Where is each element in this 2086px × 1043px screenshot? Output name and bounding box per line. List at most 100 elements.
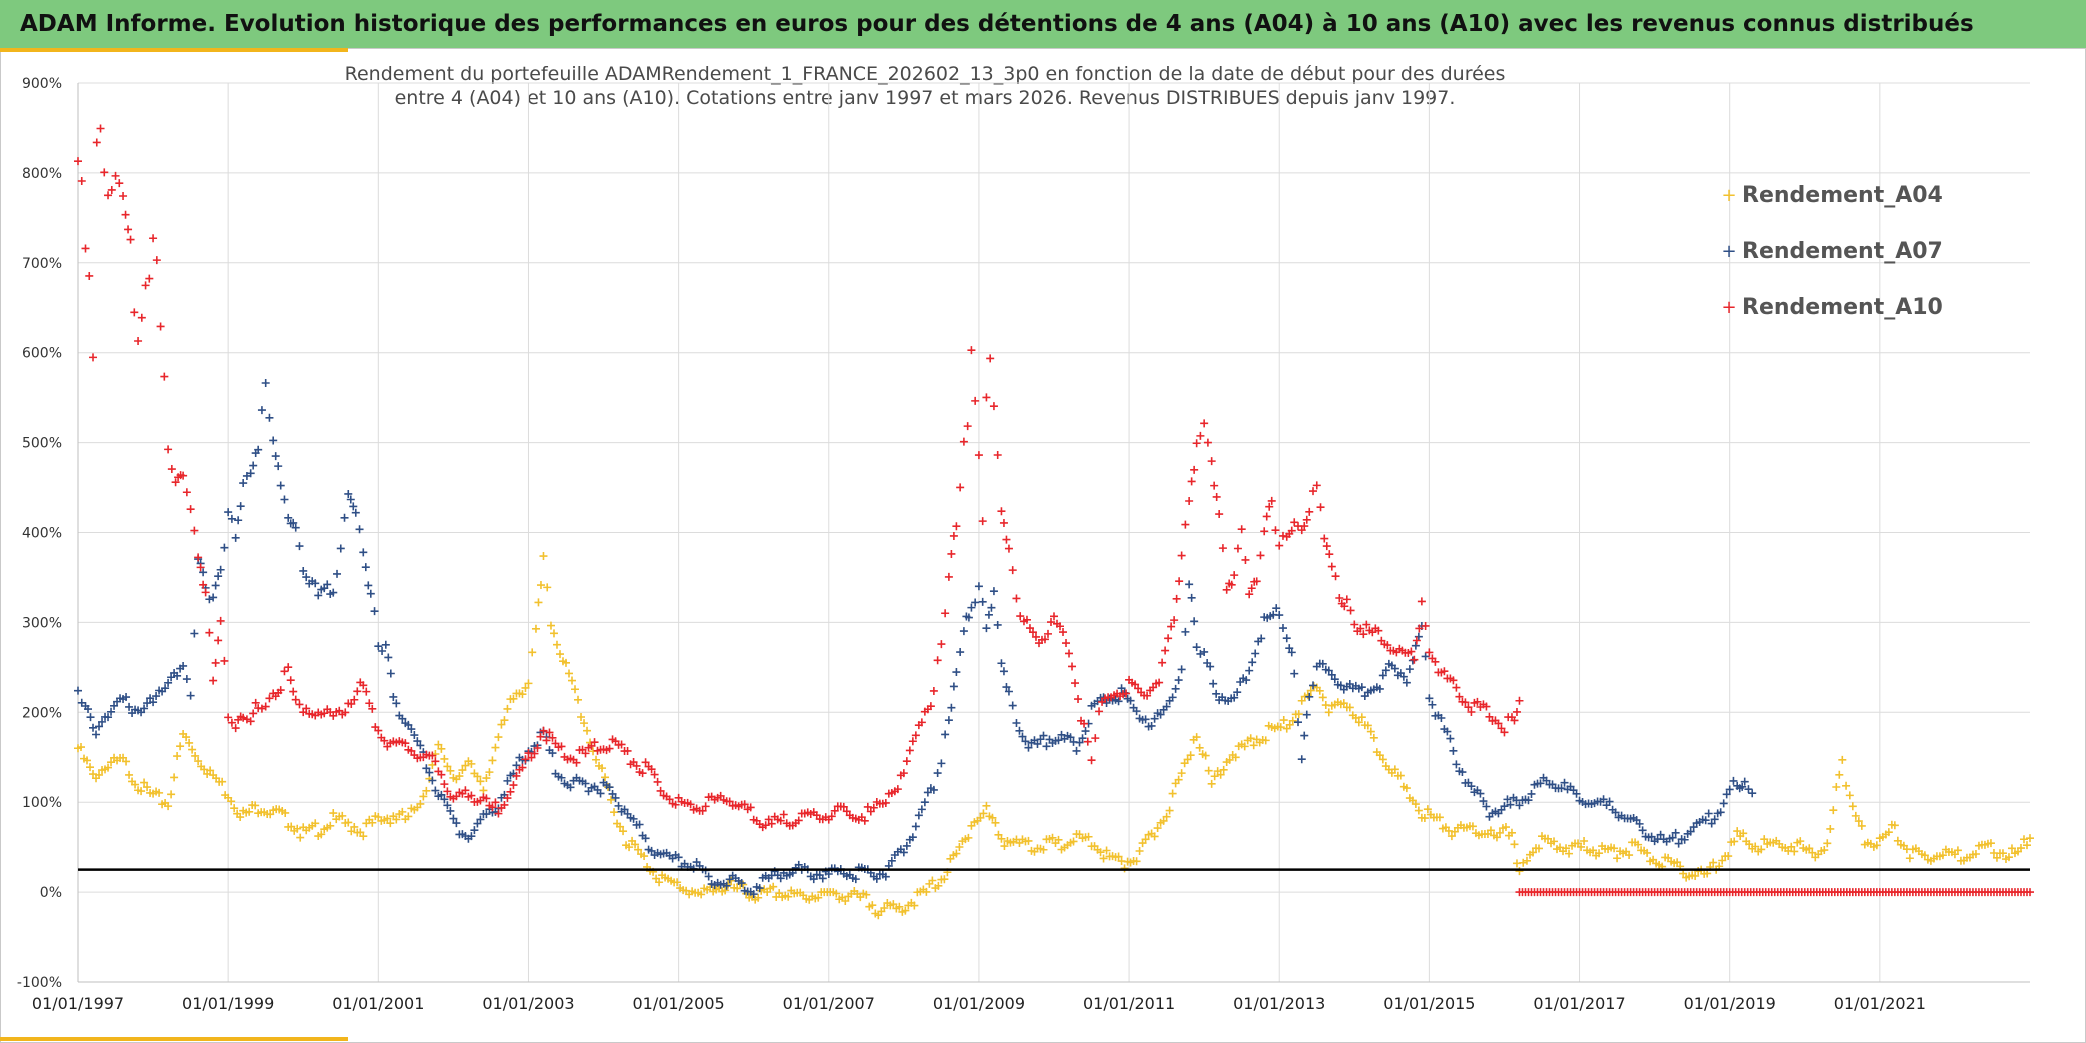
data-point — [1992, 853, 2001, 862]
data-point — [1247, 584, 1256, 593]
data-point — [941, 730, 950, 739]
data-point — [671, 800, 680, 809]
data-point — [784, 892, 793, 901]
data-point — [598, 764, 607, 773]
data-point — [364, 581, 373, 590]
data-point — [650, 770, 659, 779]
data-point — [74, 157, 82, 166]
data-point — [1461, 698, 1470, 707]
data-point — [179, 661, 188, 670]
data-point — [1739, 829, 1748, 838]
y-tick-label: 700% — [22, 256, 62, 272]
data-point — [249, 709, 258, 718]
data-point — [625, 843, 634, 852]
data-point — [220, 656, 229, 665]
data-point — [1322, 542, 1331, 551]
data-point — [530, 749, 539, 758]
data-point — [482, 810, 491, 819]
data-point — [1153, 824, 1162, 833]
data-point — [1613, 854, 1622, 863]
data-point — [1560, 778, 1569, 787]
data-point — [289, 687, 298, 696]
data-point — [1500, 802, 1509, 811]
data-point — [1095, 707, 1104, 716]
data-point — [881, 798, 890, 807]
data-point — [353, 687, 362, 696]
data-point — [1186, 751, 1195, 760]
data-point — [143, 783, 152, 792]
legend-label-a04: Rendement_A04 — [1742, 182, 1943, 208]
data-point — [431, 757, 440, 766]
x-tick-label: 01/01/2017 — [1533, 994, 1625, 1013]
data-point — [1686, 827, 1695, 836]
data-point — [1271, 526, 1280, 535]
data-point — [100, 168, 109, 177]
data-point — [124, 225, 133, 234]
data-point — [610, 808, 619, 817]
legend-item-a07: + Rendement_A07 — [1716, 236, 1942, 266]
accent-bar-bottom — [0, 1037, 348, 1041]
data-point — [211, 658, 220, 667]
data-point — [506, 787, 515, 796]
data-point — [1647, 832, 1656, 841]
data-point — [1177, 551, 1186, 560]
data-point — [956, 483, 965, 492]
data-point — [601, 773, 610, 782]
series-layer — [74, 124, 2034, 920]
y-tick-label: 100% — [22, 795, 62, 811]
data-point — [899, 769, 908, 778]
data-point — [964, 613, 973, 622]
data-point — [152, 256, 161, 265]
data-point — [1302, 710, 1311, 719]
data-point — [1848, 802, 1857, 811]
data-point — [839, 802, 848, 811]
data-point — [355, 525, 364, 534]
data-point — [1135, 847, 1144, 856]
data-point — [899, 848, 908, 857]
x-tick-label: 01/01/2015 — [1383, 994, 1475, 1013]
data-point — [422, 786, 431, 795]
data-point — [1327, 670, 1336, 679]
data-point — [1203, 438, 1212, 447]
data-point — [1300, 731, 1309, 740]
data-point — [1808, 848, 1817, 857]
data-point — [1279, 716, 1288, 725]
data-point — [880, 903, 889, 912]
data-point — [1838, 755, 1847, 764]
data-point — [967, 346, 976, 355]
data-point — [2026, 834, 2034, 843]
data-point — [1458, 768, 1467, 777]
data-point — [827, 812, 836, 821]
data-point — [908, 737, 917, 746]
data-point — [311, 819, 320, 828]
data-point — [963, 422, 972, 431]
data-point — [952, 522, 961, 531]
data-point — [1168, 789, 1177, 798]
data-point — [245, 807, 254, 816]
data-point — [905, 746, 914, 755]
data-point — [1476, 789, 1485, 798]
data-point — [410, 731, 419, 740]
data-point — [380, 736, 389, 745]
data-point — [674, 853, 683, 862]
data-point — [1362, 620, 1371, 629]
data-point — [656, 786, 665, 795]
data-point — [323, 580, 332, 589]
data-point — [1467, 782, 1476, 791]
y-tick-label: 300% — [22, 615, 62, 631]
data-point — [164, 802, 173, 811]
data-point — [557, 742, 566, 751]
data-point — [1212, 492, 1221, 501]
data-point — [978, 517, 987, 526]
data-point — [979, 809, 988, 818]
data-point — [917, 805, 926, 814]
x-tick-label: 01/01/2019 — [1684, 994, 1776, 1013]
data-point — [1857, 821, 1866, 830]
data-point — [1290, 518, 1299, 527]
data-point — [1126, 696, 1135, 705]
data-point — [1233, 688, 1242, 697]
data-point — [1054, 736, 1063, 745]
data-point — [211, 581, 220, 590]
accent-bar-top — [0, 48, 348, 52]
y-tick-label: 900% — [22, 76, 62, 92]
